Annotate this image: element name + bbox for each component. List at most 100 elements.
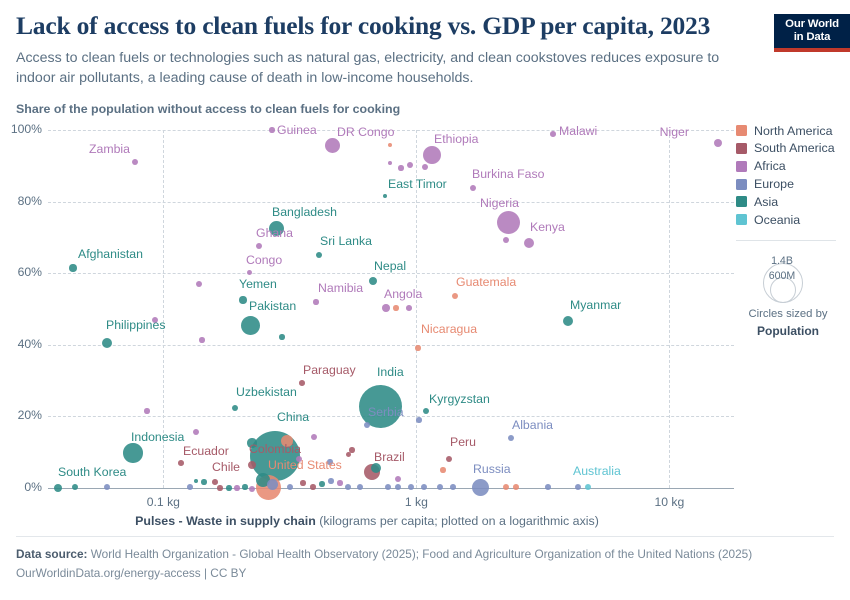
data-point[interactable] — [255, 242, 263, 250]
data-point[interactable] — [101, 337, 113, 349]
data-point[interactable] — [384, 483, 392, 491]
owid-logo[interactable]: Our World in Data — [774, 14, 850, 52]
data-point[interactable] — [299, 380, 305, 386]
data-point[interactable] — [178, 460, 184, 466]
data-point[interactable] — [345, 484, 351, 490]
data-point[interactable] — [268, 220, 284, 236]
data-point[interactable] — [471, 478, 489, 496]
data-point[interactable] — [248, 461, 256, 469]
data-point[interactable] — [327, 459, 333, 465]
data-point[interactable] — [196, 281, 202, 287]
data-point[interactable] — [423, 408, 429, 414]
data-point[interactable] — [212, 479, 218, 485]
data-point[interactable] — [269, 127, 275, 133]
data-point[interactable] — [319, 481, 325, 487]
data-point[interactable] — [246, 269, 252, 275]
data-point[interactable] — [469, 184, 477, 192]
data-point[interactable] — [226, 485, 232, 491]
data-point[interactable] — [407, 483, 415, 491]
data-point[interactable] — [440, 467, 446, 473]
data-point[interactable] — [187, 484, 193, 490]
legend-item-north-america[interactable]: North America — [736, 122, 848, 139]
data-point[interactable] — [358, 384, 402, 428]
data-point[interactable] — [545, 484, 551, 490]
data-point[interactable] — [255, 474, 281, 500]
data-point[interactable] — [242, 484, 248, 490]
data-point[interactable] — [451, 292, 459, 300]
legend-item-oceania[interactable]: Oceania — [736, 211, 848, 228]
data-point[interactable] — [54, 484, 62, 492]
data-point[interactable] — [382, 193, 388, 199]
data-point[interactable] — [562, 315, 574, 327]
data-point[interactable] — [416, 417, 422, 423]
data-point[interactable] — [584, 483, 592, 491]
data-point[interactable] — [152, 317, 158, 323]
data-point[interactable] — [328, 478, 334, 484]
data-point[interactable] — [394, 475, 402, 483]
data-point[interactable] — [281, 435, 293, 447]
data-point[interactable] — [310, 433, 318, 441]
data-point[interactable] — [201, 479, 207, 485]
data-point[interactable] — [239, 296, 247, 304]
data-point[interactable] — [437, 484, 443, 490]
data-point[interactable] — [503, 484, 509, 490]
data-point[interactable] — [503, 237, 509, 243]
data-point[interactable] — [132, 159, 138, 165]
data-point[interactable] — [364, 422, 370, 428]
data-point[interactable] — [421, 484, 427, 490]
data-point[interactable] — [250, 431, 300, 481]
data-point[interactable] — [199, 337, 205, 343]
data-point[interactable] — [423, 146, 441, 164]
data-point[interactable] — [387, 142, 393, 148]
data-point[interactable] — [387, 160, 393, 166]
data-point[interactable] — [496, 210, 520, 234]
data-point[interactable] — [369, 277, 377, 285]
data-point[interactable] — [193, 478, 199, 484]
data-point[interactable] — [357, 484, 363, 490]
data-point[interactable] — [345, 451, 351, 457]
data-point[interactable] — [315, 251, 323, 259]
data-point[interactable] — [523, 237, 535, 249]
data-point[interactable] — [279, 334, 285, 340]
data-point[interactable] — [713, 138, 723, 148]
legend-item-asia[interactable]: Asia — [736, 193, 848, 210]
data-point[interactable] — [513, 484, 519, 490]
data-point[interactable] — [234, 485, 240, 491]
data-point[interactable] — [445, 455, 453, 463]
footer-license[interactable]: OurWorldinData.org/energy-access | CC BY — [16, 566, 247, 581]
legend-item-south-america[interactable]: South America — [736, 140, 848, 157]
data-point[interactable] — [450, 484, 456, 490]
data-point[interactable] — [69, 264, 77, 272]
data-point[interactable] — [123, 443, 143, 463]
data-point[interactable] — [574, 483, 582, 491]
data-point[interactable] — [337, 480, 343, 486]
data-point[interactable] — [422, 164, 428, 170]
data-point[interactable] — [371, 463, 381, 473]
data-point[interactable] — [217, 485, 223, 491]
data-point[interactable] — [296, 456, 302, 462]
data-point[interactable] — [300, 480, 306, 486]
data-point[interactable] — [310, 484, 316, 490]
data-point[interactable] — [364, 464, 380, 480]
legend-item-africa[interactable]: Africa — [736, 158, 848, 175]
data-point[interactable] — [231, 404, 239, 412]
legend-item-europe[interactable]: Europe — [736, 175, 848, 192]
data-point[interactable] — [406, 305, 412, 311]
data-point[interactable] — [395, 484, 401, 490]
data-point[interactable] — [286, 483, 294, 491]
data-point[interactable] — [247, 438, 257, 448]
data-point[interactable] — [256, 473, 270, 487]
data-point[interactable] — [349, 447, 355, 453]
data-point[interactable] — [382, 304, 390, 312]
data-point[interactable] — [192, 428, 200, 436]
data-point[interactable] — [249, 486, 255, 492]
data-point[interactable] — [240, 315, 260, 335]
data-point[interactable] — [550, 131, 556, 137]
data-point[interactable] — [508, 435, 514, 441]
data-point[interactable] — [266, 478, 278, 490]
data-point[interactable] — [406, 161, 414, 169]
data-point[interactable] — [72, 484, 78, 490]
data-point[interactable] — [313, 299, 319, 305]
data-point[interactable] — [144, 408, 150, 414]
data-point[interactable] — [415, 345, 421, 351]
